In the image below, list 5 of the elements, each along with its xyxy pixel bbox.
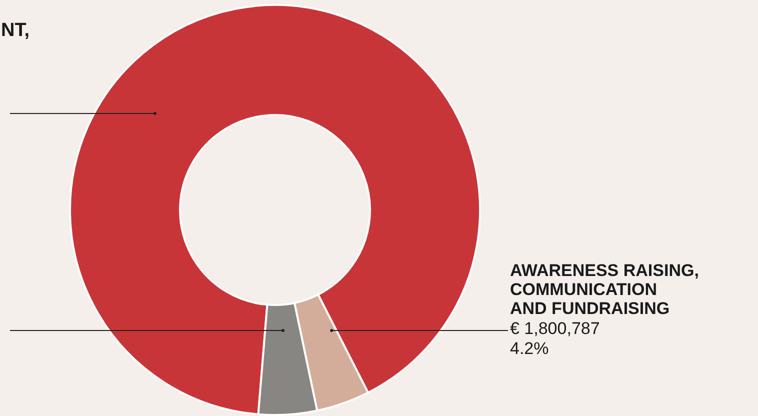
donut-slice [69,4,481,416]
slice-label: AWARENESS RAISING, COMMUNICATION AND FUNDRAISING [510,261,699,318]
text: € 1,800,787 [510,319,600,338]
data-label: 4.2% [510,339,549,358]
text: NT, [1,20,30,41]
